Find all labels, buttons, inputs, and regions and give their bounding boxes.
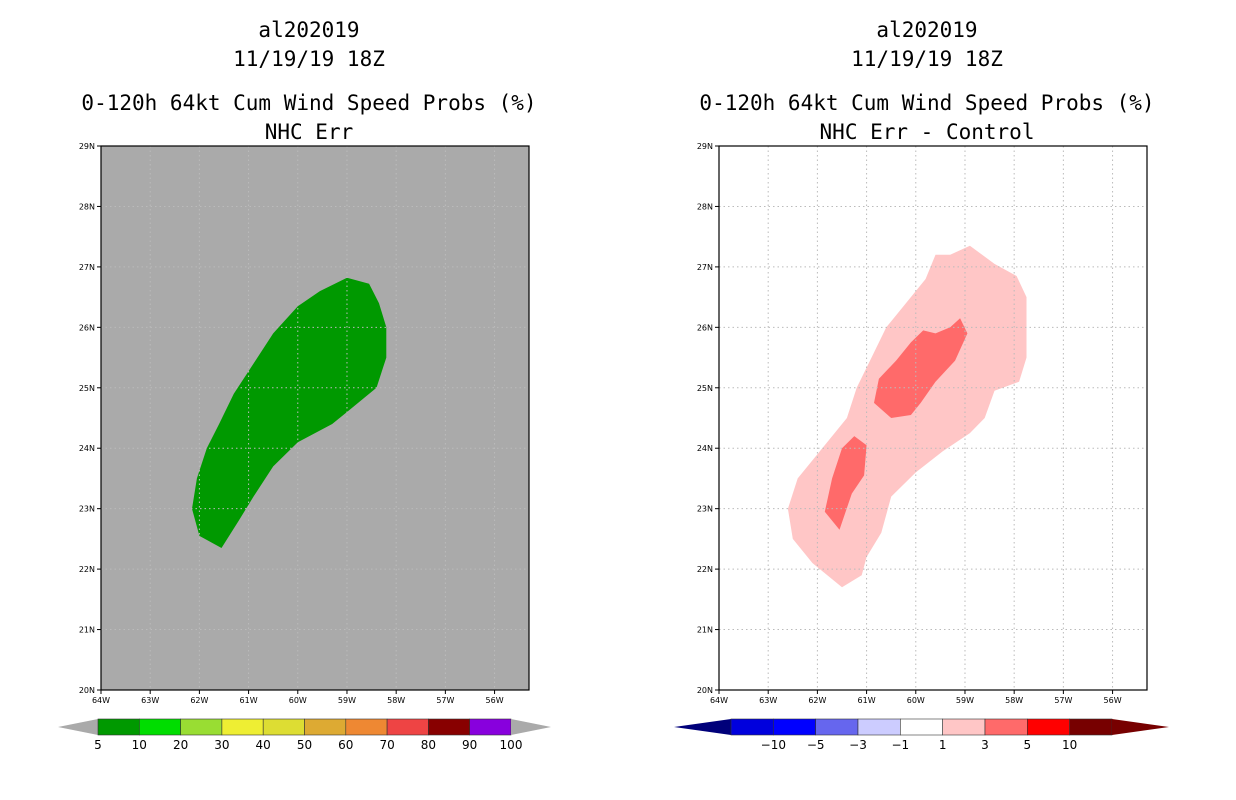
colorbar-under-triangle [674, 719, 731, 735]
colorbar-label: 100 [500, 738, 523, 752]
x-tick-label: 58W [387, 696, 405, 705]
storm-id-title: al202019 [876, 18, 978, 42]
colorbar-label: 10 [1062, 738, 1077, 752]
x-tick-label: 59W [338, 696, 356, 705]
x-tick-label: 56W [1104, 696, 1122, 705]
contour-region [192, 277, 387, 548]
colorbar-swatch [984, 718, 1028, 736]
colorbar-swatch [1069, 718, 1113, 736]
y-tick-label: 29N [697, 142, 713, 151]
y-tick-label: 22N [697, 565, 713, 574]
y-tick-label: 25N [79, 384, 95, 393]
y-tick-label: 20N [697, 686, 713, 695]
x-tick-label: 59W [956, 696, 974, 705]
y-tick-label: 26N [697, 323, 713, 332]
colorbar-swatch [900, 718, 943, 736]
x-tick-label: 64W [92, 696, 110, 705]
y-tick-label: 20N [79, 686, 95, 695]
colorbar-label: 30 [214, 738, 229, 752]
colorbar-swatch [773, 718, 816, 736]
x-tick-label: 62W [190, 696, 208, 705]
colorbar-label: 60 [338, 738, 353, 752]
y-tick-label: 23N [697, 505, 713, 514]
colorbar-swatch [262, 718, 305, 736]
x-tick-label: 57W [1054, 696, 1072, 705]
y-tick-label: 24N [79, 444, 95, 453]
y-tick-label: 26N [79, 323, 95, 332]
x-tick-label: 57W [436, 696, 454, 705]
difference-map-right: 64W 63W 62W 61W 60W 59W 58W 57W 56W 20N 21N 22N 23N 2… [674, 142, 1169, 752]
colorbar-label: −5 [807, 738, 825, 752]
valid-time-title: 11/19/19 18Z [233, 47, 385, 71]
colorbar-label: 5 [94, 738, 102, 752]
colorbar-swatch [139, 718, 181, 736]
y-tick-label: 29N [79, 142, 95, 151]
x-tick-label: 62W [808, 696, 826, 705]
colorbar-label: 3 [981, 738, 989, 752]
colorbar-swatch [942, 718, 986, 736]
y-tick-label: 28N [697, 202, 713, 211]
x-tick-label: 60W [289, 696, 307, 705]
colorbar-swatch [469, 718, 512, 736]
storm-id-title: al202019 [258, 18, 360, 42]
colorbar-swatch [1027, 718, 1070, 736]
colorbar-label: 90 [462, 738, 477, 752]
colorbar-swatch [97, 718, 140, 736]
colorbar-label: 1 [939, 738, 947, 752]
product-title: 0-120h 64kt Cum Wind Speed Probs (%) [81, 91, 537, 115]
colorbar-label: 80 [421, 738, 436, 752]
colorbar-label: 40 [256, 738, 271, 752]
run-title: NHC Err [264, 120, 354, 144]
colorbar-label: −10 [761, 738, 786, 752]
x-tick-label: 63W [759, 696, 777, 705]
colorbar-swatch [345, 718, 388, 736]
x-tick-label: 60W [907, 696, 925, 705]
y-tick-label: 25N [697, 384, 713, 393]
x-tick-label: 56W [486, 696, 504, 705]
colorbar-swatch [304, 718, 347, 736]
colorbar-swatch [815, 718, 859, 736]
y-tick-label: 27N [697, 263, 713, 272]
colorbar-swatch [221, 718, 264, 736]
left-panel: al202019 11/19/19 18Z 0-120h 64kt Cum Wi… [58, 18, 551, 752]
y-tick-label: 21N [697, 626, 713, 635]
y-tick-label: 21N [79, 626, 95, 635]
colorbar-swatch [428, 718, 470, 736]
x-tick-label: 61W [858, 696, 876, 705]
contour-region [874, 318, 968, 418]
x-tick-label: 64W [710, 696, 728, 705]
y-tick-label: 24N [697, 444, 713, 453]
probability-map-left: 64W 63W 62W 61W 60W 59W 58W 57W 56W 20N 21N 22N 23N 2… [58, 142, 551, 752]
right-panel: al202019 11/19/19 18Z 0-120h 64kt Cum Wi… [618, 0, 1236, 800]
colorbar-over-triangle [511, 719, 551, 735]
y-tick-label: 28N [79, 202, 95, 211]
colorbar-label: −3 [849, 738, 867, 752]
x-tick-label: 58W [1005, 696, 1023, 705]
colorbar-swatch [730, 718, 774, 736]
valid-time-title: 11/19/19 18Z [851, 47, 1003, 71]
x-tick-label: 63W [141, 696, 159, 705]
colorbar-swatch [857, 718, 901, 736]
colorbar-under-triangle [58, 719, 98, 735]
y-tick-label: 23N [79, 505, 95, 514]
y-tick-label: 22N [79, 565, 95, 574]
map-frame [100, 145, 530, 691]
run-title: NHC Err - Control [819, 120, 1035, 144]
colorbar-label: 10 [132, 738, 147, 752]
x-tick-label: 61W [240, 696, 258, 705]
contour-region [824, 436, 867, 530]
map-frame [718, 145, 1148, 691]
colorbar-over-triangle [1112, 719, 1169, 735]
y-tick-label: 27N [79, 263, 95, 272]
product-title: 0-120h 64kt Cum Wind Speed Probs (%) [699, 91, 1155, 115]
colorbar-label: 20 [173, 738, 188, 752]
colorbar-label: 70 [379, 738, 394, 752]
colorbar-swatch [180, 718, 223, 736]
colorbar-label: 50 [297, 738, 312, 752]
colorbar-label: 5 [1024, 738, 1032, 752]
colorbar-swatch [386, 718, 429, 736]
colorbar-label: −1 [891, 738, 909, 752]
